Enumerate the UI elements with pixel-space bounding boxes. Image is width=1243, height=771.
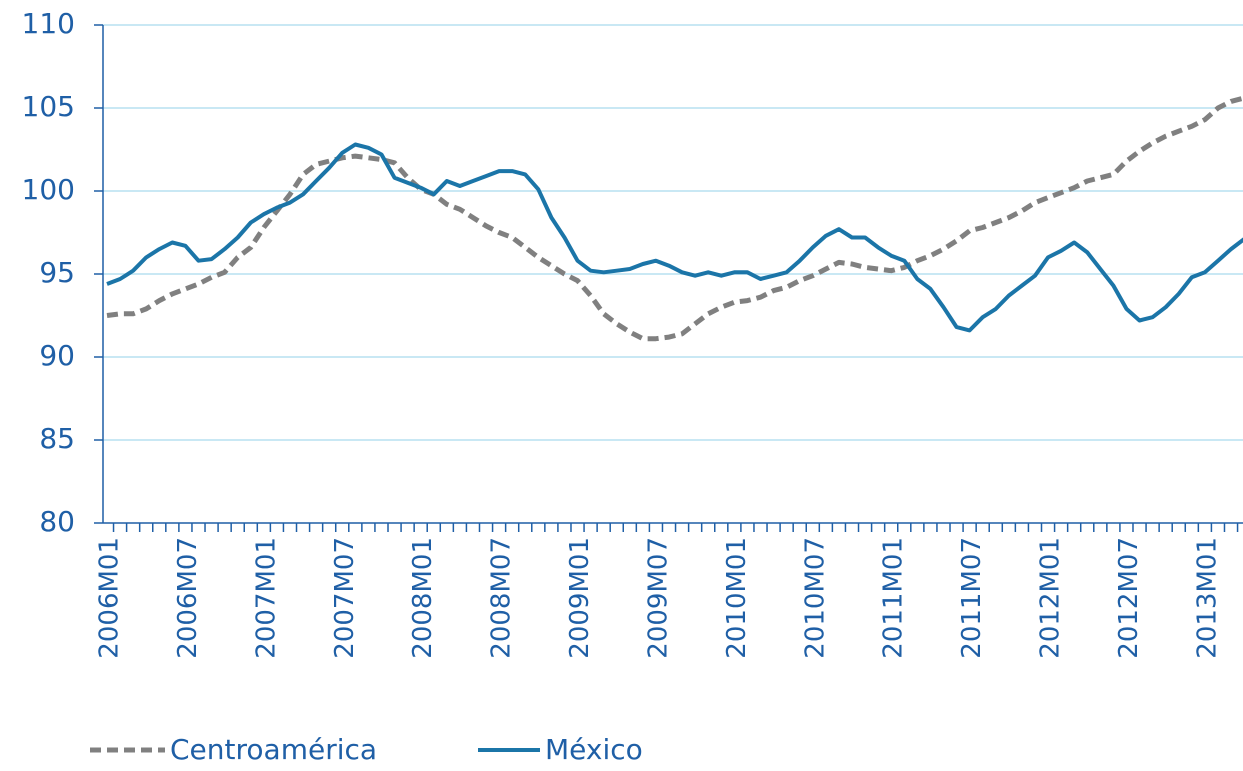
x-tick-label: 2008M01: [408, 537, 438, 659]
y-tick-label: 100: [22, 173, 75, 206]
x-tick-label: 2011M01: [879, 537, 909, 659]
x-tick-label: 2007M07: [330, 537, 360, 659]
y-tick-label: 95: [39, 256, 75, 289]
x-tick-label: 2006M01: [95, 537, 125, 659]
x-tick-label: 2012M07: [1114, 537, 1144, 659]
y-tick-label: 80: [39, 505, 75, 538]
series-line: [106, 95, 1243, 342]
legend-label: Centroamérica: [170, 733, 377, 766]
x-tick-label: 2010M07: [800, 537, 830, 659]
y-tick-label: 90: [39, 339, 75, 372]
y-tick-label: 85: [39, 422, 75, 455]
legend-label: México: [545, 733, 643, 766]
x-tick-label: 2008M07: [487, 537, 517, 659]
x-tick-label: 2006M07: [173, 537, 203, 659]
x-tick-label: 2009M07: [643, 537, 673, 659]
x-tick-label: 2013M01: [1192, 537, 1222, 659]
x-tick-label: 2012M01: [1036, 537, 1066, 659]
y-tick-label: 105: [22, 90, 75, 123]
series-line: [106, 142, 1243, 333]
x-tick-label: 2010M01: [722, 537, 752, 659]
x-tick-label: 2007M01: [251, 537, 281, 659]
y-tick-label: 110: [22, 7, 75, 40]
x-tick-label: 2011M07: [957, 537, 987, 659]
x-tick-label: 2009M01: [565, 537, 595, 659]
